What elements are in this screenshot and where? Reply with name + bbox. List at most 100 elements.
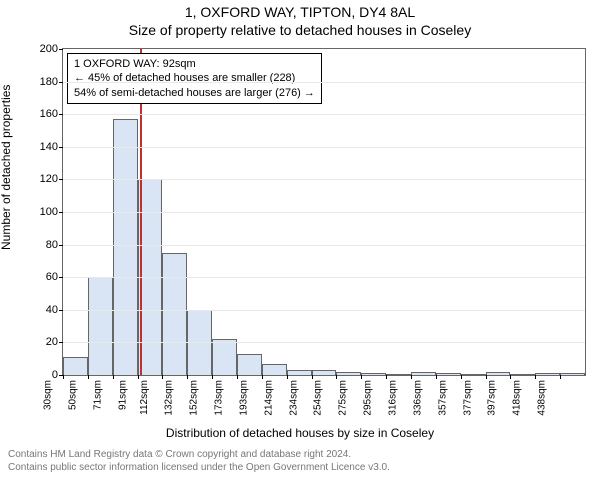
- histogram-bar: [262, 364, 287, 375]
- y-tick-mark: [59, 342, 63, 343]
- x-tick-label: 214sqm: [263, 380, 274, 416]
- histogram-bar: [361, 373, 386, 375]
- x-tick-label: 254sqm: [313, 380, 324, 416]
- x-tick-mark: [262, 375, 263, 379]
- histogram-bar: [113, 119, 138, 375]
- histogram-bar: [88, 277, 113, 375]
- gridline: [63, 277, 585, 278]
- histogram-bar: [162, 253, 187, 375]
- y-tick-label: 60: [46, 271, 58, 283]
- x-tick-mark: [63, 375, 64, 379]
- y-tick-label: 100: [40, 206, 58, 218]
- histogram-bar: [287, 370, 312, 375]
- x-tick-label: 91sqm: [117, 380, 128, 410]
- gridline: [63, 310, 585, 311]
- x-tick-mark: [560, 375, 561, 379]
- y-tick-label: 120: [40, 173, 58, 185]
- histogram-bar: [312, 370, 337, 375]
- x-tick-mark: [486, 375, 487, 379]
- y-tick-mark: [59, 49, 63, 50]
- x-tick-mark: [237, 375, 238, 379]
- page-subtitle: Size of property relative to detached ho…: [0, 20, 600, 42]
- y-tick-mark: [59, 147, 63, 148]
- gridline: [63, 114, 585, 115]
- x-tick-mark: [461, 375, 462, 379]
- histogram-bar: [461, 374, 486, 375]
- x-tick-mark: [386, 375, 387, 379]
- histogram-bar: [63, 357, 88, 375]
- y-tick-label: 40: [46, 304, 58, 316]
- histogram-bar: [336, 372, 361, 375]
- histogram-bar: [237, 354, 262, 375]
- y-tick-label: 140: [40, 141, 58, 153]
- x-tick-mark: [411, 375, 412, 379]
- y-tick-label: 20: [46, 336, 58, 348]
- gridline: [63, 342, 585, 343]
- x-tick-label: 193sqm: [239, 380, 250, 416]
- y-tick-mark: [59, 245, 63, 246]
- x-tick-label: 377sqm: [462, 380, 473, 416]
- histogram-bar: [386, 374, 411, 375]
- x-tick-label: 357sqm: [437, 380, 448, 416]
- x-tick-mark: [312, 375, 313, 379]
- x-tick-label: 418sqm: [512, 380, 523, 416]
- gridline: [63, 147, 585, 148]
- x-tick-label: 397sqm: [487, 380, 498, 416]
- x-tick-label: 316sqm: [388, 380, 399, 416]
- histogram-bar: [535, 373, 560, 375]
- y-tick-mark: [59, 179, 63, 180]
- x-axis-label: Distribution of detached houses by size …: [0, 426, 600, 440]
- y-axis-label: Number of detached properties: [0, 85, 13, 250]
- chart-container: Number of detached properties 1 OXFORD W…: [0, 42, 600, 442]
- info-box-line: ← 45% of detached houses are smaller (22…: [74, 71, 315, 85]
- gridline: [63, 82, 585, 83]
- gridline: [63, 245, 585, 246]
- y-tick-mark: [59, 310, 63, 311]
- x-tick-mark: [336, 375, 337, 379]
- x-tick-label: 71sqm: [92, 380, 103, 410]
- histogram-bar: [560, 373, 585, 375]
- info-box: 1 OXFORD WAY: 92sqm ← 45% of detached ho…: [67, 53, 322, 104]
- y-tick-mark: [59, 82, 63, 83]
- y-tick-mark: [59, 114, 63, 115]
- x-tick-label: 336sqm: [413, 380, 424, 416]
- x-tick-mark: [535, 375, 536, 379]
- x-tick-mark: [212, 375, 213, 379]
- x-tick-mark: [287, 375, 288, 379]
- footer-line: Contains HM Land Registry data © Crown c…: [8, 448, 592, 461]
- gridline: [63, 212, 585, 213]
- x-tick-label: 234sqm: [288, 380, 299, 416]
- histogram-bar: [486, 372, 511, 375]
- x-tick-label: 50sqm: [67, 380, 78, 410]
- gridline: [63, 179, 585, 180]
- x-tick-label: 173sqm: [214, 380, 225, 416]
- x-tick-mark: [510, 375, 511, 379]
- histogram-bar: [436, 373, 461, 375]
- x-tick-mark: [162, 375, 163, 379]
- x-tick-mark: [113, 375, 114, 379]
- y-tick-label: 160: [40, 108, 58, 120]
- x-tick-mark: [88, 375, 89, 379]
- footer-attribution: Contains HM Land Registry data © Crown c…: [0, 442, 600, 474]
- footer-line: Contains public sector information licen…: [8, 461, 592, 474]
- info-box-line: 54% of semi-detached houses are larger (…: [74, 86, 315, 100]
- x-tick-mark: [361, 375, 362, 379]
- x-tick-label: 112sqm: [140, 380, 151, 415]
- x-tick-label: 295sqm: [363, 380, 374, 416]
- histogram-bar: [510, 374, 535, 375]
- y-tick-mark: [59, 277, 63, 278]
- x-tick-label: 30sqm: [42, 380, 53, 410]
- x-tick-label: 132sqm: [164, 380, 175, 416]
- x-tick-mark: [138, 375, 139, 379]
- histogram-bar: [411, 372, 436, 375]
- page-title: 1, OXFORD WAY, TIPTON, DY4 8AL: [0, 0, 600, 20]
- y-tick-mark: [59, 212, 63, 213]
- y-tick-label: 200: [40, 43, 58, 55]
- x-tick-label: 438sqm: [537, 380, 548, 416]
- x-tick-mark: [436, 375, 437, 379]
- x-tick-mark: [187, 375, 188, 379]
- y-tick-label: 180: [40, 76, 58, 88]
- histogram-bar: [212, 339, 237, 375]
- chart-plot-area: 1 OXFORD WAY: 92sqm ← 45% of detached ho…: [62, 48, 586, 376]
- x-tick-label: 152sqm: [189, 380, 200, 416]
